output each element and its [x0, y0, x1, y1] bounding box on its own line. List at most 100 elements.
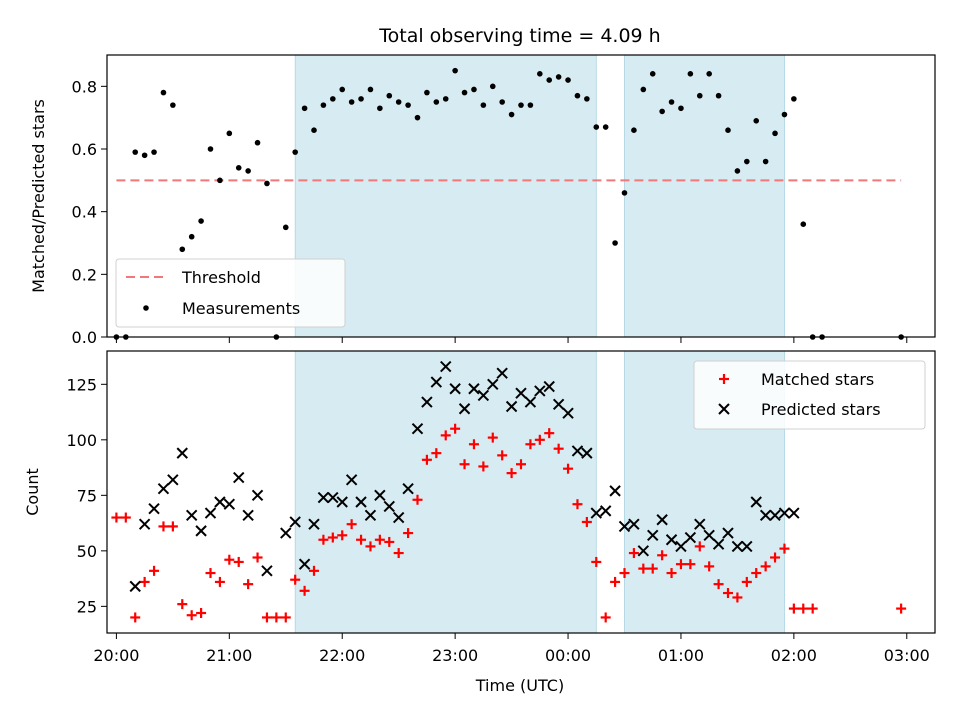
- measurement-point: [226, 130, 233, 137]
- count-y-tick-label: 100: [66, 431, 97, 450]
- count-legend: Matched stars Predicted stars: [693, 360, 926, 430]
- measurement-point: [207, 146, 214, 152]
- predicted-star-point: [562, 407, 574, 419]
- matched-star-point: [450, 423, 461, 434]
- measurement-point: [668, 99, 675, 105]
- measurement-point: [706, 71, 712, 77]
- count-y-tick-label: 125: [66, 375, 97, 394]
- measurement-point: [678, 105, 684, 112]
- observing-interval-band: [624, 54, 785, 338]
- predicted-star-point: [176, 447, 188, 459]
- predicted-star-point: [468, 383, 480, 395]
- matched-star-point: [788, 603, 799, 614]
- measurement-point: [151, 149, 157, 155]
- measurement-point: [696, 92, 703, 99]
- predicted-star-point: [656, 514, 668, 526]
- matched-star-point: [412, 494, 423, 505]
- measurement-point: [584, 96, 590, 102]
- predicted-star-point: [703, 529, 715, 542]
- matched-star-point: [177, 599, 188, 610]
- count-panel: 25 50 75 100 125 20:00 21:00 22:00 23:00 00:00 01…: [23, 350, 936, 695]
- count-y-tick-label: 25: [77, 597, 97, 616]
- matched-star-point: [638, 563, 649, 574]
- matched-star-point: [431, 448, 442, 459]
- matched-star-point: [704, 561, 715, 572]
- matched-star-point: [440, 430, 451, 441]
- matched-star-point: [619, 568, 630, 579]
- predicted-star-point: [138, 518, 151, 530]
- matched-star-point: [120, 512, 131, 523]
- matched-star-point: [525, 439, 536, 450]
- measurement-point: [330, 96, 336, 102]
- predicted-star-point: [675, 540, 687, 553]
- matched-star-point: [403, 528, 414, 539]
- matched-star-point: [666, 568, 677, 579]
- matched-star-point: [487, 432, 498, 443]
- matched-star-point: [309, 565, 319, 576]
- legend-measurements-label: Measurements: [182, 299, 300, 318]
- predicted-star-point: [731, 540, 744, 553]
- predicted-star-point: [185, 509, 198, 522]
- predicted-star-point: [157, 482, 170, 495]
- measurement-point: [715, 92, 722, 99]
- measurement-point: [235, 165, 242, 171]
- matched-star-point: [421, 454, 432, 465]
- measurement-point: [311, 127, 317, 133]
- ratio-y-tick-label: 0.8: [72, 77, 97, 96]
- measurement-point: [179, 246, 186, 253]
- predicted-star-point: [440, 360, 452, 373]
- matched-star-point: [186, 610, 197, 621]
- measurement-point: [264, 180, 270, 187]
- count-legend-box: [693, 360, 926, 430]
- measurement-point: [574, 92, 581, 99]
- measurement-point: [631, 127, 637, 133]
- predicted-star-point: [571, 445, 584, 457]
- measurement-point: [358, 96, 364, 102]
- x-tick-label: 01:00: [658, 646, 704, 665]
- predicted-star-point: [327, 491, 339, 504]
- ratio-legend-box: [115, 258, 346, 328]
- matched-star-point: [149, 565, 160, 576]
- predicted-star-point: [581, 447, 593, 459]
- predicted-star-point: [383, 500, 395, 513]
- measurement-point: [602, 124, 609, 130]
- ratio-y-axis-label: Matched/Predicted stars: [29, 99, 48, 293]
- matched-star-point: [628, 548, 639, 559]
- measurement-point: [217, 177, 223, 184]
- measurement-point: [649, 71, 656, 77]
- predicted-star-point: [298, 558, 311, 570]
- matched-star-point: [384, 536, 395, 547]
- measurement-point: [320, 102, 327, 108]
- predicted-star-point: [402, 482, 414, 495]
- measurement-point: [781, 111, 788, 118]
- measurement-point: [593, 124, 600, 130]
- predicted-star-point: [647, 529, 659, 542]
- predicted-star-point: [609, 485, 621, 497]
- matched-star-point: [713, 579, 724, 590]
- measurement-point: [461, 89, 468, 96]
- measurement-point: [518, 102, 524, 108]
- x-tick-label: 03:00: [884, 646, 930, 665]
- matched-star-point: [356, 534, 367, 545]
- measurement-point: [198, 218, 204, 224]
- predicted-star-point: [637, 545, 650, 557]
- predicted-star-point: [722, 527, 734, 539]
- measurement-point: [640, 86, 647, 93]
- predicted-star-point: [599, 505, 612, 517]
- matched-star-point: [224, 554, 235, 565]
- measurement-point: [499, 99, 505, 105]
- matched-star-point: [694, 541, 705, 552]
- measurement-point: [424, 89, 430, 96]
- measurement-point: [245, 168, 251, 174]
- matched-star-point: [243, 579, 254, 590]
- predicted-star-point: [204, 507, 217, 519]
- measurement-point: [725, 127, 731, 133]
- matched-star-point: [280, 612, 291, 623]
- measurement-point: [480, 102, 487, 108]
- predicted-star-point: [374, 489, 386, 502]
- matched-star-point: [770, 552, 781, 563]
- x-tick-label: 20:00: [93, 646, 139, 665]
- predicted-star-point: [411, 423, 424, 435]
- measurement-point: [800, 221, 807, 227]
